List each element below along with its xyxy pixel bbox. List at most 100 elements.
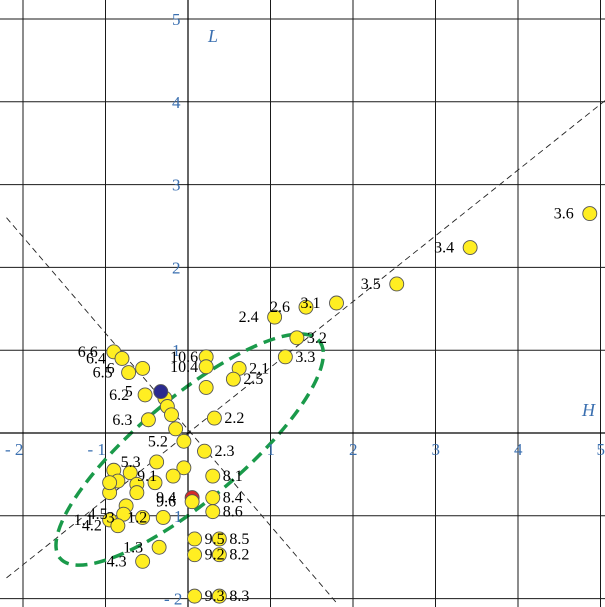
point-label: 3.5 xyxy=(361,276,381,293)
point-label: 1.2 xyxy=(127,509,147,526)
data-point xyxy=(121,365,137,381)
data-point xyxy=(140,412,156,428)
data-point xyxy=(198,359,214,375)
point-label: 1.1 xyxy=(74,512,94,529)
x-axis-label: H xyxy=(581,400,596,420)
point-label: 3 xyxy=(107,509,115,526)
point-label: 8.2 xyxy=(229,547,249,564)
point-label: 10.4 xyxy=(170,359,198,376)
data-point xyxy=(151,539,167,555)
point-label: 2.4 xyxy=(239,309,259,326)
reference-line xyxy=(6,100,605,579)
x-tick-label: - 1 xyxy=(88,440,106,459)
data-point xyxy=(289,330,305,346)
point-label: 4.2 xyxy=(82,518,102,535)
data-point xyxy=(211,588,227,604)
data-point xyxy=(176,433,192,449)
point-label: 6.5 xyxy=(93,365,113,382)
data-point xyxy=(329,295,344,311)
data-point xyxy=(197,443,212,459)
data-point xyxy=(211,547,227,563)
data-point xyxy=(389,276,405,292)
data-point xyxy=(211,531,227,547)
x-tick-label: - 2 xyxy=(5,440,23,459)
data-point xyxy=(205,490,221,506)
data-point xyxy=(462,240,478,255)
data-point xyxy=(122,465,138,481)
data-point xyxy=(187,547,203,563)
point-label: 3.3 xyxy=(295,349,315,366)
ellipse-outline xyxy=(54,332,326,567)
point-label: 5.2 xyxy=(148,433,168,450)
point-label: 3.4 xyxy=(434,240,454,257)
point-label: 6.2 xyxy=(109,387,129,404)
y-tick-label: 4 xyxy=(172,93,181,112)
x-tick-label: 1 xyxy=(267,440,276,459)
data-point xyxy=(168,421,184,437)
point-label: 4.5 xyxy=(88,506,108,523)
data-point xyxy=(135,553,151,569)
point-label: 8.5 xyxy=(229,531,249,548)
point-label: 3.6 xyxy=(554,206,574,223)
y-axis-label: L xyxy=(207,26,218,46)
point-label: 2.2 xyxy=(224,410,244,427)
y-tick-label: 5 xyxy=(172,10,181,29)
data-point xyxy=(165,468,181,484)
data-points xyxy=(102,206,598,604)
point-label: 8.1 xyxy=(223,468,243,485)
x-tick-label: 4 xyxy=(514,440,523,459)
point-label: 8.4 xyxy=(223,490,243,507)
data-point xyxy=(149,454,165,470)
y-tick-label: 2 xyxy=(172,258,181,277)
data-point xyxy=(137,387,153,403)
point-label: 6.6 xyxy=(78,344,98,361)
y-tick-label: 3 xyxy=(172,176,181,195)
data-point xyxy=(153,384,169,400)
data-point xyxy=(164,407,179,423)
point-label: 1.3 xyxy=(123,539,143,556)
point-label: 8.6 xyxy=(223,504,243,521)
data-point xyxy=(187,588,203,604)
data-point xyxy=(298,299,314,315)
confidence-ellipse xyxy=(54,332,326,567)
data-point xyxy=(198,380,214,395)
y-tick-label: 1 xyxy=(172,341,181,360)
point-label: 6 xyxy=(107,360,115,377)
data-point xyxy=(114,351,130,366)
data-point xyxy=(129,485,145,501)
data-point xyxy=(267,309,283,325)
point-label: 4.3 xyxy=(107,553,127,570)
x-tick-label: 3 xyxy=(432,440,441,459)
x-tick-label: 5 xyxy=(597,440,605,459)
data-point xyxy=(225,371,241,387)
data-point xyxy=(176,460,192,476)
point-label: 2.5 xyxy=(243,371,263,388)
x-tick-label: 2 xyxy=(349,440,358,459)
point-label: 2.3 xyxy=(215,443,235,460)
point-label: 9.4 xyxy=(156,490,176,507)
point-label: 5.3 xyxy=(121,454,141,471)
data-point xyxy=(187,531,203,547)
point-label: 9.6 xyxy=(156,494,176,511)
data-point xyxy=(582,206,598,222)
point-label: 2.6 xyxy=(270,299,290,316)
point-label: 3.1 xyxy=(301,295,321,312)
data-point xyxy=(135,360,151,376)
data-point xyxy=(206,410,222,426)
data-point xyxy=(205,468,221,484)
data-point xyxy=(110,518,126,534)
data-point xyxy=(135,510,151,525)
data-point xyxy=(205,504,221,520)
data-point xyxy=(155,510,171,525)
point-label: 2.1 xyxy=(249,360,269,377)
point-label: 5 xyxy=(125,384,133,401)
data-point xyxy=(184,494,200,510)
point-label: 9.2 xyxy=(205,547,225,564)
point-label: 6.4 xyxy=(86,350,106,367)
data-point xyxy=(102,475,118,491)
point-label: 9.5 xyxy=(205,531,225,548)
data-point xyxy=(147,475,163,491)
